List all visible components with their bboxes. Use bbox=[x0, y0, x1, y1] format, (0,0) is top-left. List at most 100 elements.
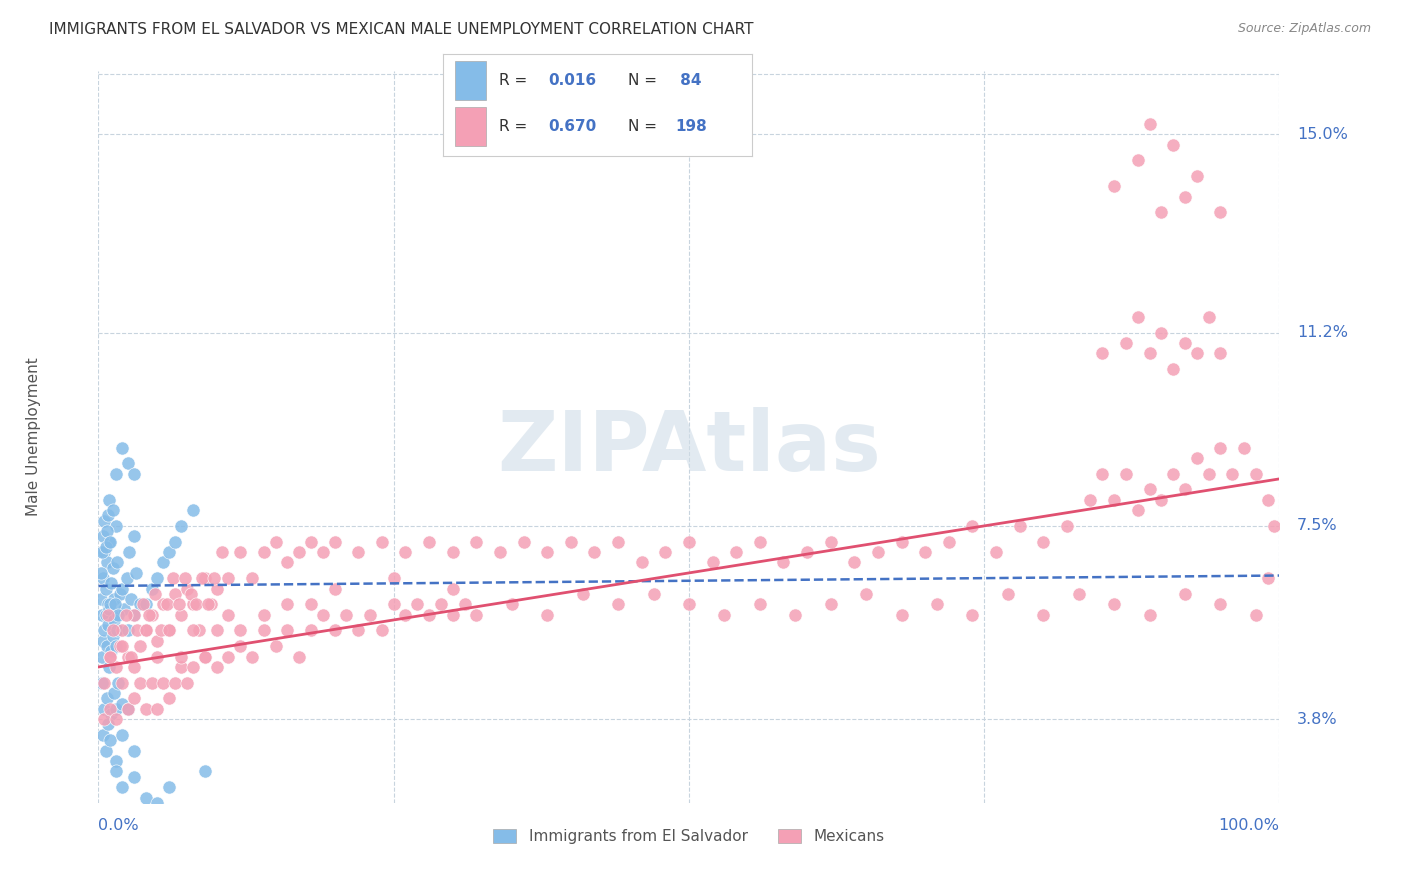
Point bbox=[253, 624, 276, 638]
Point bbox=[117, 702, 139, 716]
Point bbox=[205, 660, 228, 674]
Point bbox=[146, 571, 169, 585]
Point bbox=[156, 597, 179, 611]
Point bbox=[1185, 450, 1208, 465]
Point bbox=[97, 508, 120, 523]
Text: IMMIGRANTS FROM EL SALVADOR VS MEXICAN MALE UNEMPLOYMENT CORRELATION CHART: IMMIGRANTS FROM EL SALVADOR VS MEXICAN M… bbox=[49, 22, 754, 37]
Point bbox=[217, 649, 239, 664]
Text: 198: 198 bbox=[675, 119, 707, 134]
Point bbox=[101, 629, 124, 643]
Point bbox=[371, 624, 394, 638]
Point bbox=[91, 545, 114, 559]
Point bbox=[1161, 137, 1184, 152]
Point bbox=[111, 675, 134, 690]
Point bbox=[1185, 346, 1208, 360]
Point bbox=[890, 607, 912, 622]
Point bbox=[108, 587, 131, 601]
Point bbox=[1209, 597, 1232, 611]
Point bbox=[157, 780, 180, 794]
Point bbox=[1150, 205, 1173, 219]
Point bbox=[165, 587, 187, 601]
Point bbox=[100, 576, 122, 591]
Point bbox=[93, 702, 115, 716]
Point bbox=[117, 456, 139, 470]
Point bbox=[94, 743, 117, 757]
Point bbox=[844, 556, 866, 570]
Point bbox=[276, 597, 298, 611]
Point bbox=[176, 582, 198, 596]
Point bbox=[98, 597, 121, 611]
Point bbox=[98, 534, 121, 549]
Point bbox=[1139, 483, 1161, 497]
Point bbox=[94, 582, 117, 596]
Point bbox=[323, 582, 346, 596]
Point bbox=[299, 597, 322, 611]
Point bbox=[371, 534, 394, 549]
Point bbox=[143, 587, 166, 601]
Point bbox=[1102, 179, 1125, 194]
Point bbox=[382, 571, 405, 585]
Point bbox=[1067, 587, 1090, 601]
Point bbox=[93, 514, 115, 528]
Point bbox=[441, 545, 464, 559]
Point bbox=[217, 607, 239, 622]
Point bbox=[984, 545, 1007, 559]
Point bbox=[186, 597, 208, 611]
Bar bbox=[456, 107, 486, 145]
Point bbox=[914, 545, 936, 559]
Point bbox=[104, 597, 127, 611]
Point bbox=[138, 607, 160, 622]
Text: ZIPAtlas: ZIPAtlas bbox=[496, 407, 882, 488]
Point bbox=[1126, 153, 1149, 168]
Point bbox=[100, 644, 122, 658]
Point bbox=[347, 545, 370, 559]
Bar bbox=[456, 61, 486, 100]
Point bbox=[170, 660, 193, 674]
Point bbox=[264, 639, 287, 653]
Point bbox=[152, 597, 174, 611]
Point bbox=[98, 602, 121, 616]
Point bbox=[1257, 571, 1279, 585]
Point bbox=[93, 545, 115, 559]
Point bbox=[132, 597, 155, 611]
Point bbox=[1198, 467, 1220, 481]
Point bbox=[90, 592, 112, 607]
Point bbox=[501, 597, 523, 611]
Point bbox=[1209, 346, 1232, 360]
Point bbox=[785, 607, 807, 622]
Point bbox=[1150, 326, 1173, 340]
Point bbox=[1102, 597, 1125, 611]
Point bbox=[938, 534, 960, 549]
Point bbox=[176, 675, 198, 690]
Point bbox=[1220, 467, 1243, 481]
Text: N =: N = bbox=[628, 119, 662, 134]
Point bbox=[97, 607, 120, 622]
Point bbox=[111, 728, 134, 742]
Text: N =: N = bbox=[628, 72, 662, 87]
Point bbox=[97, 717, 120, 731]
Point bbox=[181, 624, 204, 638]
Point bbox=[114, 607, 136, 622]
Point bbox=[111, 639, 134, 653]
Point bbox=[536, 545, 558, 559]
Point bbox=[146, 633, 169, 648]
Point bbox=[98, 649, 121, 664]
Point bbox=[100, 706, 122, 721]
Point bbox=[122, 770, 145, 784]
Point bbox=[1139, 346, 1161, 360]
Point bbox=[146, 649, 169, 664]
Point bbox=[105, 556, 128, 570]
Point bbox=[90, 566, 112, 580]
Text: 100.0%: 100.0% bbox=[1219, 819, 1279, 833]
Point bbox=[117, 649, 139, 664]
Point bbox=[465, 534, 488, 549]
Point bbox=[141, 582, 163, 596]
Point bbox=[1115, 467, 1137, 481]
Point bbox=[1257, 492, 1279, 507]
Point bbox=[194, 571, 217, 585]
Point bbox=[418, 607, 440, 622]
Point bbox=[1233, 441, 1256, 455]
Text: 15.0%: 15.0% bbox=[1298, 127, 1348, 142]
Point bbox=[128, 675, 150, 690]
Point bbox=[98, 492, 121, 507]
